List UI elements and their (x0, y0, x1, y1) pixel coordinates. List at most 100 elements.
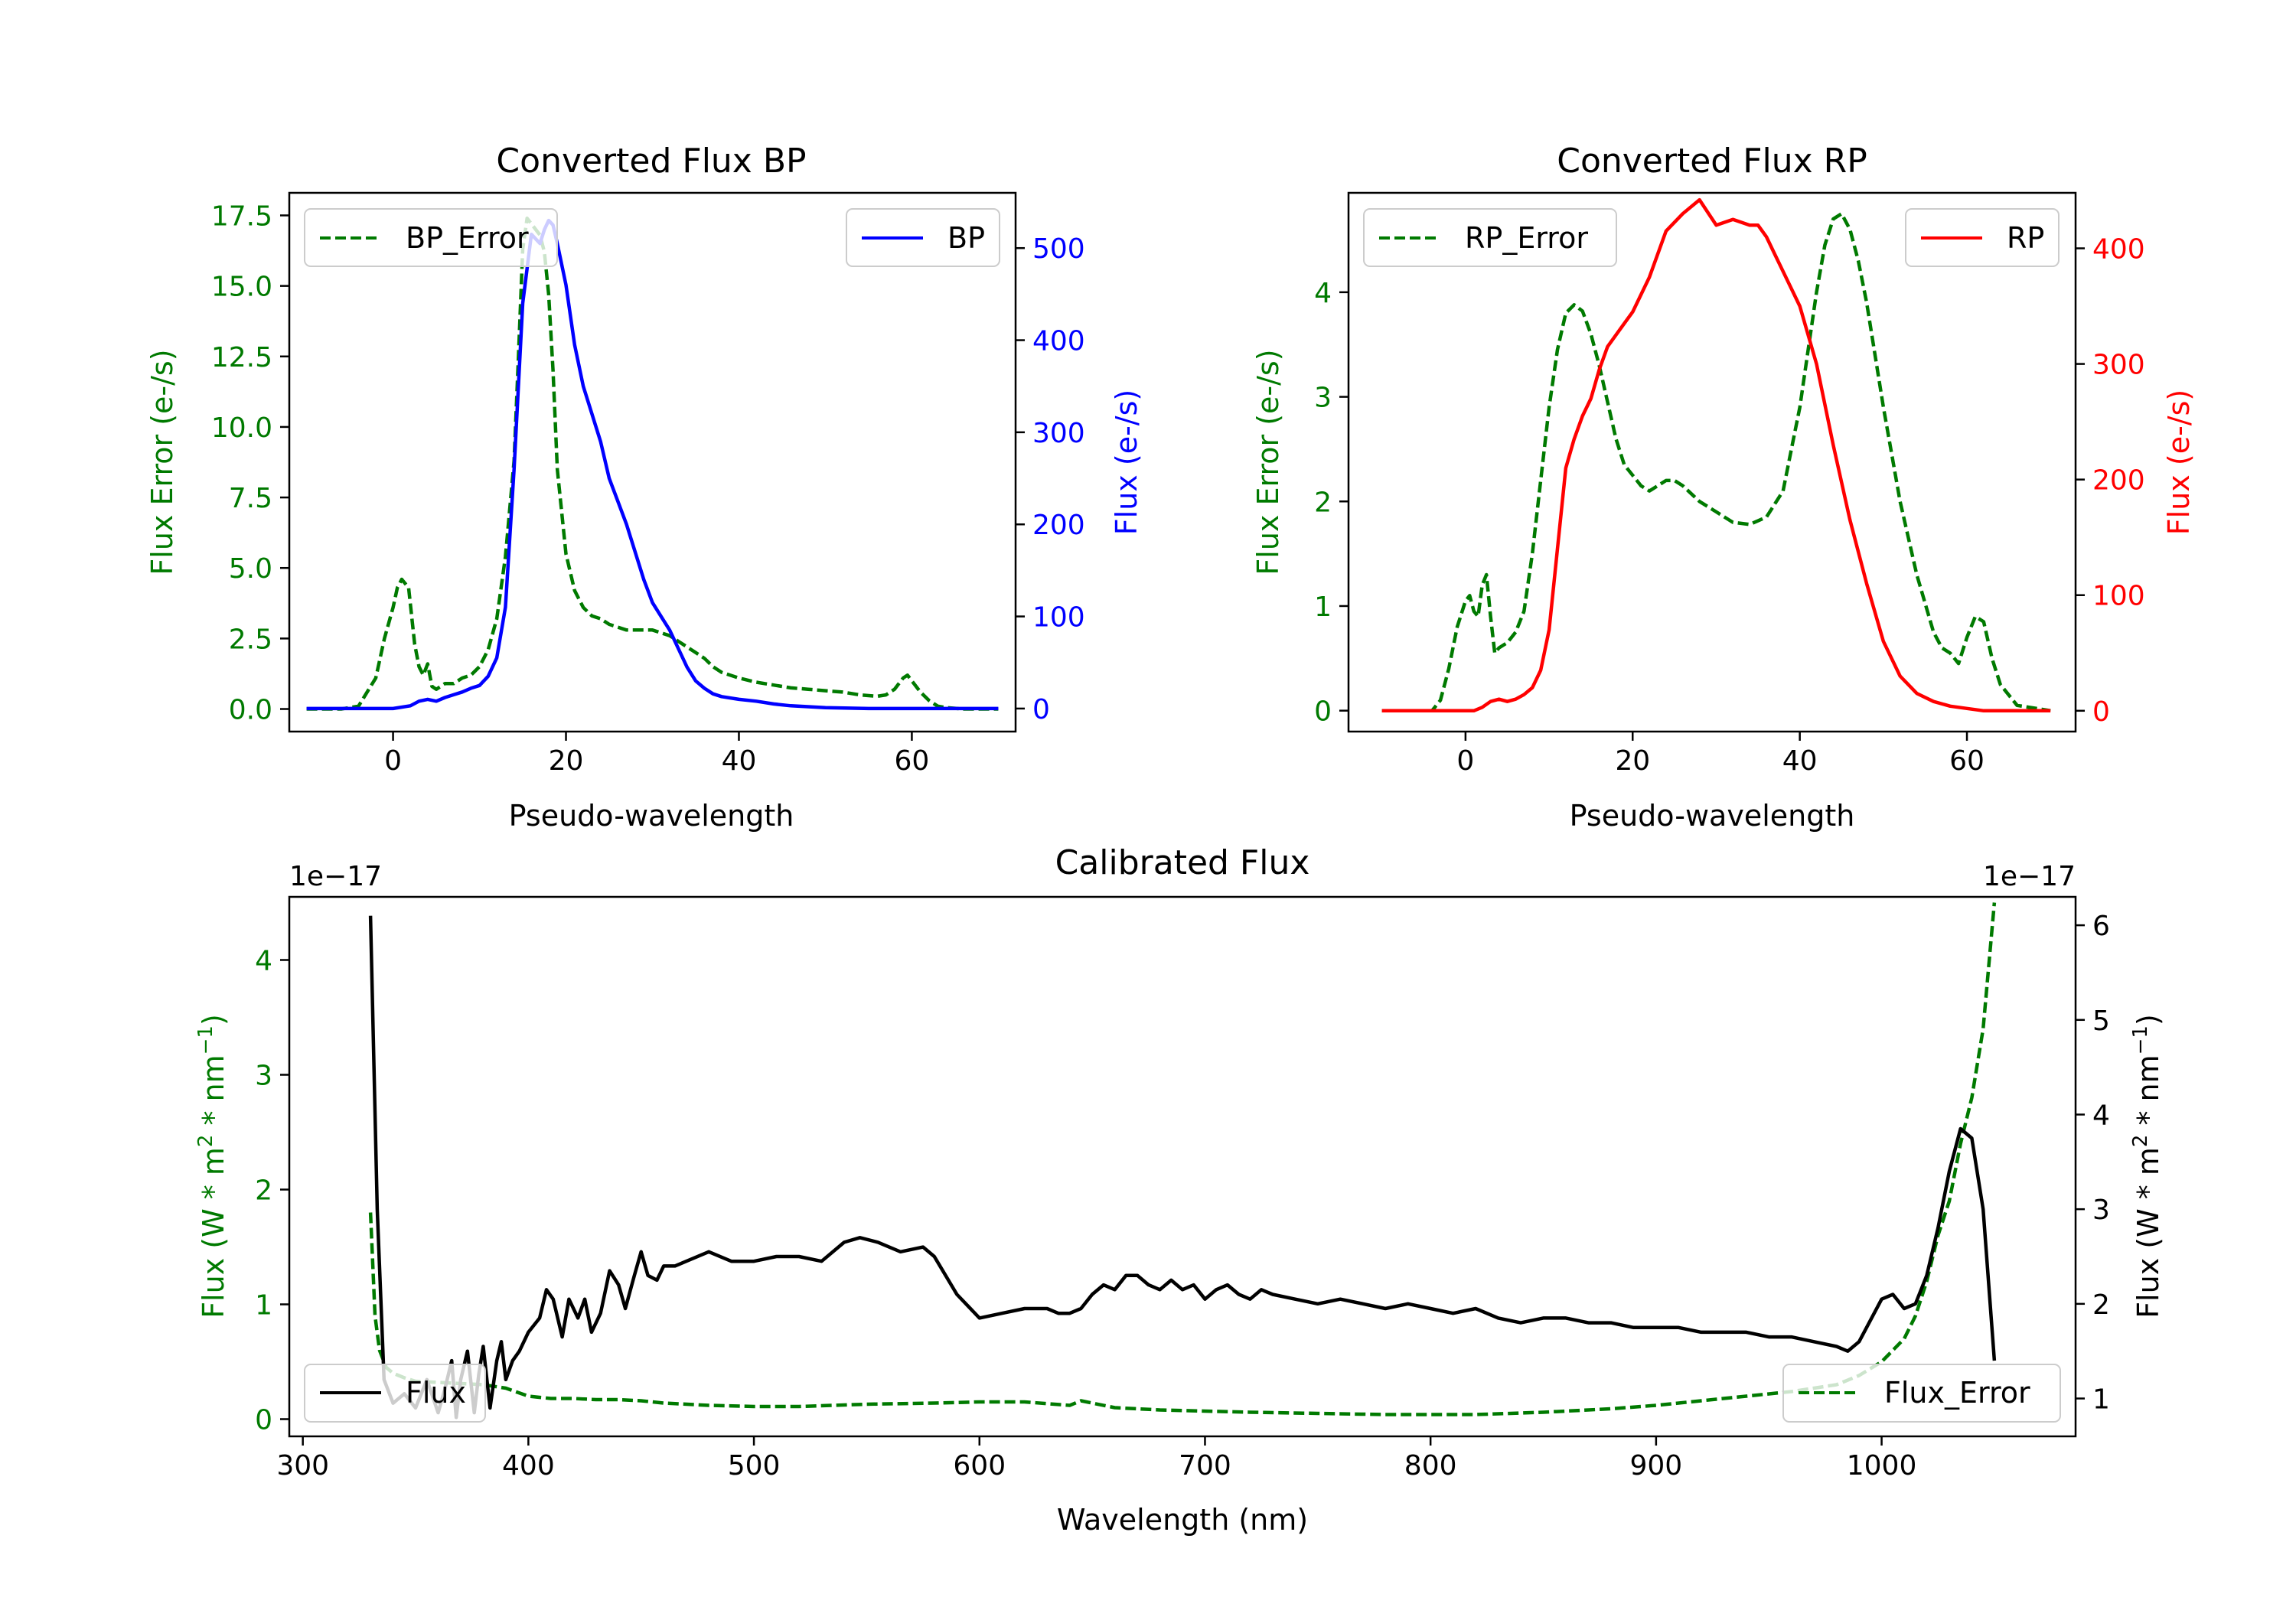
calibrated-y-left-tick-label: 2 (255, 1175, 272, 1207)
calibrated-legend-flux: Flux (304, 1364, 486, 1423)
bp-x-tick-label: 0 (384, 745, 402, 777)
calibrated-panel: Calibrated Flux 1e−17 1e−17 300 400 500 600… (194, 843, 2165, 1537)
bp-y-left-tick-label: 0.0 (229, 695, 272, 726)
calibrated-x-tick-label: 800 (1404, 1450, 1457, 1482)
calibrated-axes-frame (288, 895, 2077, 1438)
calibrated-y-label-left: Flux (W * m2 * nm−1) (194, 1014, 230, 1319)
bp-y-right-tick-label: 300 (1032, 418, 1085, 449)
rp-y-right-tick-label: 0 (2092, 696, 2110, 728)
bp-y-left-tick-label: 15.0 (211, 272, 272, 303)
calibrated-x-tick-label: 300 (276, 1450, 329, 1482)
calibrated-y-right-tick-label: 5 (2092, 1006, 2110, 1037)
rp-title: Converted Flux RP (1557, 142, 1867, 181)
calibrated-legend-error: Flux_Error (1782, 1364, 2061, 1423)
bp-y-right-tick-label: 100 (1032, 602, 1085, 634)
calibrated-x-label: Wavelength (nm) (1057, 1503, 1308, 1537)
calibrated-series-flux (368, 915, 1997, 1420)
bp-y-left-tick-label: 17.5 (211, 200, 272, 232)
bp-y-label-right: Flux (e-/s) (1110, 390, 1143, 535)
calibrated-y-left-tick-label: 4 (255, 946, 272, 977)
bp-y-left-tick-label: 5.0 (229, 553, 272, 585)
calibrated-title: Calibrated Flux (1055, 843, 1310, 882)
rp-x-tick-label: 20 (1615, 745, 1650, 777)
rp-y-label-left: Flux Error (e-/s) (1251, 349, 1285, 575)
bp-y-left-tick-label: 10.0 (211, 412, 272, 444)
calibrated-x-axis: 300 400 500 600 700 800 900 1000 (276, 1436, 1916, 1482)
bp-x-axis: 0 20 40 60 (384, 732, 929, 777)
calibrated-x-tick-label: 1000 (1847, 1450, 1917, 1482)
calibrated-legend-flux-label: Flux (406, 1376, 466, 1410)
bp-y-right-tick-label: 0 (1032, 694, 1050, 725)
bp-series-layer (306, 216, 999, 711)
bp-y-axis-left: 0.0 2.5 5.0 7.5 10.0 12.5 15.0 17.5 (211, 200, 289, 726)
rp-legend-flux: RP (1905, 208, 2060, 267)
calibrated-offset-left: 1e−17 (289, 861, 382, 892)
rp-y-right-tick-label: 100 (2092, 581, 2145, 612)
rp-y-left-tick-label: 0 (1314, 696, 1332, 728)
rp-y-left-tick-label: 2 (1314, 487, 1332, 518)
rp-panel: Converted Flux RP 0 20 40 60 0 1 2 3 4 0 100 200 3… (1251, 142, 2196, 833)
rp-series-layer (1381, 197, 2051, 713)
calibrated-x-tick-label: 900 (1630, 1450, 1683, 1482)
bp-legend-error-label: BP_Error (406, 221, 529, 255)
bp-title: Converted Flux BP (496, 142, 806, 181)
bp-legend-flux: BP (846, 208, 1000, 267)
calibrated-y-left-tick-label: 3 (255, 1061, 272, 1092)
rp-y-label-right: Flux (e-/s) (2162, 390, 2196, 535)
bp-x-tick-label: 20 (549, 745, 584, 777)
bp-y-right-tick-label: 400 (1032, 326, 1085, 357)
bp-y-right-tick-label: 200 (1032, 510, 1085, 541)
bp-y-axis-right: 0 100 200 300 400 500 (1016, 233, 1085, 725)
calibrated-x-tick-label: 600 (953, 1450, 1006, 1482)
calibrated-x-tick-label: 400 (502, 1450, 555, 1482)
calibrated-y-left-tick-label: 0 (255, 1405, 272, 1436)
calibrated-x-tick-label: 700 (1179, 1450, 1231, 1482)
bp-legend-flux-label: BP (947, 221, 985, 255)
calibrated-y-axis-right: 1 2 3 4 5 6 (2076, 911, 2110, 1416)
calibrated-y-axis-left: 0 1 2 3 4 (255, 946, 289, 1436)
rp-x-tick-label: 60 (1949, 745, 1985, 777)
rp-series-rp (1381, 197, 2051, 713)
rp-y-right-tick-label: 400 (2092, 234, 2145, 266)
rp-x-tick-label: 0 (1456, 745, 1474, 777)
rp-y-axis-left: 0 1 2 3 4 (1314, 278, 1349, 728)
rp-x-axis: 0 20 40 60 (1456, 732, 1985, 777)
calibrated-y-left-tick-label: 1 (255, 1290, 272, 1322)
calibrated-offset-right: 1e−17 (1983, 861, 2076, 892)
rp-y-left-tick-label: 3 (1314, 383, 1332, 414)
bp-y-left-tick-label: 2.5 (229, 624, 272, 655)
bp-y-label-left: Flux Error (e-/s) (145, 349, 179, 575)
bp-legend-error: BP_Error (304, 208, 558, 267)
calibrated-x-tick-label: 500 (728, 1450, 781, 1482)
bp-x-tick-label: 40 (722, 745, 757, 777)
rp-y-left-tick-label: 4 (1314, 278, 1332, 309)
calibrated-y-label-right: Flux (W * m2 * nm−1) (2129, 1014, 2165, 1319)
bp-x-label: Pseudo-wavelength (509, 799, 794, 833)
calibrated-y-right-tick-label: 1 (2092, 1384, 2110, 1416)
rp-y-axis-right: 0 100 200 300 400 (2076, 234, 2145, 728)
rp-axes-frame (1347, 191, 2077, 733)
calibrated-legend-error-box (1782, 1364, 2061, 1423)
rp-x-tick-label: 40 (1782, 745, 1818, 777)
bp-legend-error-box (304, 208, 558, 267)
rp-y-left-tick-label: 1 (1314, 592, 1332, 623)
calibrated-legend-error-label: Flux_Error (1884, 1376, 2030, 1410)
calibrated-legend-flux-box (304, 1364, 486, 1423)
bp-axes-frame (288, 191, 1017, 733)
bp-panel: Converted Flux BP 0 20 40 60 0.0 2.5 5.0 7.5 10… (145, 142, 1143, 833)
rp-y-right-tick-label: 300 (2092, 350, 2145, 381)
rp-legend-error-label: RP_Error (1465, 221, 1588, 255)
bp-y-left-tick-label: 7.5 (229, 483, 272, 514)
calibrated-y-right-tick-label: 3 (2092, 1195, 2110, 1226)
bp-x-tick-label: 60 (895, 745, 930, 777)
rp-y-right-tick-label: 200 (2092, 465, 2145, 497)
bp-series-bp (306, 218, 999, 711)
rp-legend-error-box (1363, 208, 1617, 267)
bp-series-bp-error (306, 216, 999, 711)
rp-legend-error: RP_Error (1363, 208, 1617, 267)
bp-y-right-tick-label: 500 (1032, 233, 1085, 265)
rp-series-rp-error (1381, 212, 2051, 712)
bp-y-left-tick-label: 12.5 (211, 342, 272, 373)
calibrated-y-right-tick-label: 2 (2092, 1289, 2110, 1321)
